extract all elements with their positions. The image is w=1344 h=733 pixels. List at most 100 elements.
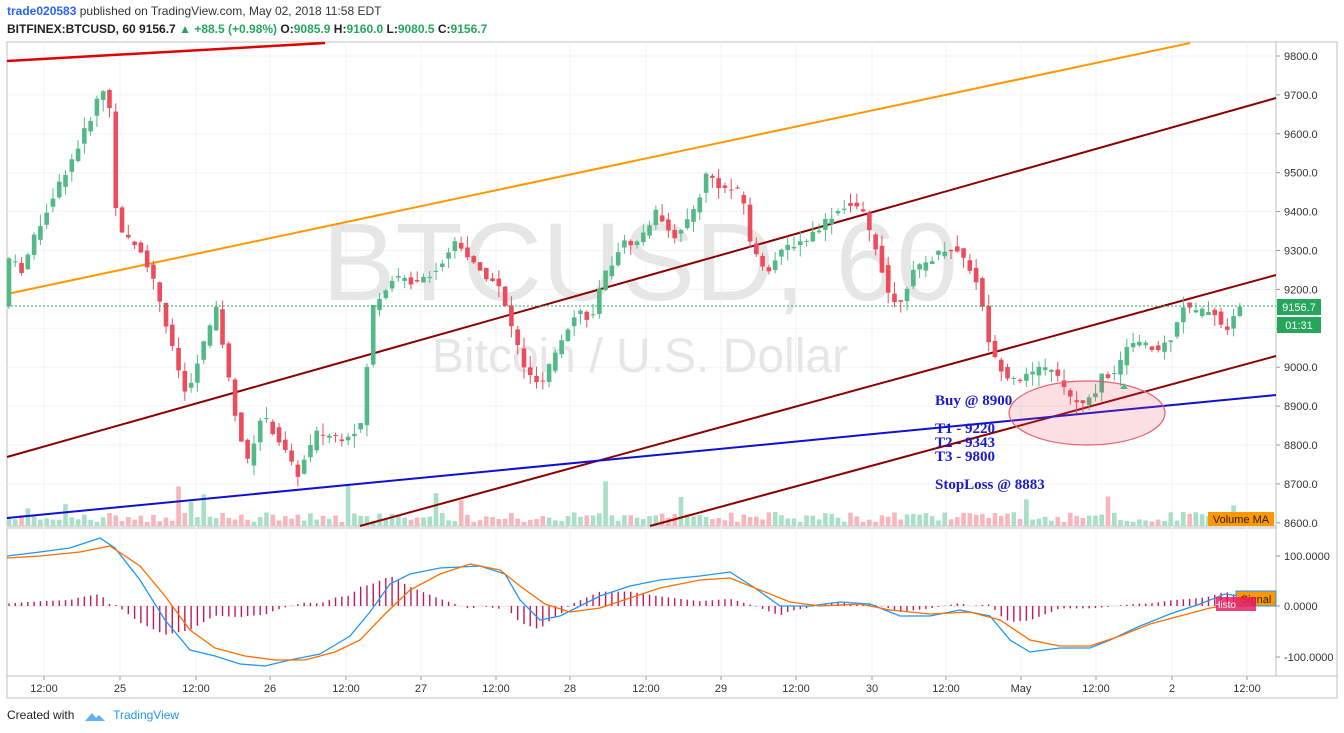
volume-bar (911, 513, 916, 526)
candle-body (691, 209, 696, 222)
candle-body (703, 173, 709, 193)
volume-bar (1086, 515, 1092, 526)
candle-body (659, 215, 665, 222)
candle-body (1231, 316, 1236, 329)
candle-body (998, 359, 1004, 372)
red-trendline[interactable] (6, 41, 326, 63)
candle-body (82, 128, 87, 144)
candle-body (94, 98, 100, 116)
blue-support-line[interactable] (6, 394, 1277, 519)
channel-middle-line[interactable] (359, 274, 1277, 527)
volume-bar (917, 514, 922, 526)
channel-upper-line[interactable] (6, 97, 1277, 458)
candle-body (421, 276, 426, 283)
volume-bar (854, 516, 860, 526)
price-chart[interactable]: BTCUSD, 60 Bitcoin / U.S. Dollar Buy @ 8… (0, 0, 1344, 700)
volume-bar (992, 513, 998, 526)
volume-bar (295, 514, 301, 526)
candle-body (892, 293, 897, 303)
time-tick-label: 12:00 (182, 683, 210, 695)
buy-zone-ellipse[interactable] (1008, 380, 1166, 446)
volume-bar (1093, 515, 1098, 526)
time-tick-label: 12:00 (1233, 683, 1261, 695)
time-tick-label: 25 (114, 683, 126, 695)
symbol-label: BITFINEX:BTCUSD, 60 (7, 22, 136, 36)
price-tick-label: 8800.0 (1284, 440, 1318, 452)
trendlines[interactable] (6, 41, 1277, 527)
candle-body (345, 436, 351, 441)
time-tick-label: 2 (1169, 683, 1175, 695)
oscillator-axis-ticks: 100.0000 0.0000 -100.0000 (1276, 551, 1334, 664)
volume-bar (188, 501, 194, 526)
candle-body (270, 421, 276, 435)
ohlc-line: BITFINEX:BTCUSD, 60 9156.7 ▲ +88.5 (+0.9… (7, 22, 487, 36)
candle-body (628, 240, 634, 246)
publish-line: trade020583 published on TradingView.com… (7, 4, 381, 18)
volume-bar (264, 512, 269, 526)
candle-body (873, 234, 878, 250)
volume-bar (1174, 520, 1180, 526)
candle-body (1237, 306, 1243, 317)
tradingview-link[interactable]: TradingView (113, 708, 180, 722)
volume-bar (703, 516, 709, 526)
channel-lower-line[interactable] (649, 355, 1277, 527)
time-tick-label: 26 (264, 683, 276, 695)
candle-body (377, 298, 382, 311)
candle-body (772, 260, 778, 271)
candle-body (697, 197, 703, 213)
volume-bar (320, 515, 326, 526)
candle-body (251, 443, 257, 466)
candle-body (797, 241, 803, 246)
candle-body (584, 311, 590, 320)
volume-bar (195, 516, 200, 526)
candle-body (779, 249, 784, 257)
candle-body (440, 263, 445, 267)
volume-bar (119, 521, 125, 526)
candle-body (597, 288, 602, 314)
candle-body (860, 209, 866, 212)
candle-body (50, 198, 56, 207)
time-tick-label: 12:00 (932, 683, 960, 695)
candle-body (728, 189, 734, 191)
osc-tick-label: 100.0000 (1284, 551, 1330, 563)
volume-bar (63, 504, 68, 526)
price-tick-label: 8900.0 (1284, 401, 1318, 413)
open-value: 9085.9 (293, 22, 331, 36)
candle-body (848, 203, 853, 206)
volume-bar (1024, 499, 1029, 526)
volume-bar (496, 518, 502, 526)
volume-bar (257, 517, 263, 526)
volume-bar (728, 512, 734, 526)
volume-bar (1162, 520, 1167, 526)
price-axis[interactable] (1275, 41, 1338, 677)
candles (6, 88, 1243, 487)
candle-body (471, 256, 477, 263)
price-tick-label: 9800.0 (1284, 51, 1318, 63)
candle-body (1099, 373, 1105, 393)
author-link[interactable]: trade020583 (7, 4, 77, 18)
volume-bar (176, 486, 181, 526)
volume-bar (239, 514, 244, 526)
tradingview-logo-icon[interactable] (84, 710, 106, 722)
change-arrow-icon: ▲ (179, 22, 191, 36)
orange-trendline[interactable] (6, 42, 1191, 295)
time-tick-label: 27 (415, 683, 427, 695)
candle-body (754, 243, 759, 255)
created-with-label: Created with (7, 708, 75, 722)
oscillator-pane[interactable] (6, 527, 1277, 677)
candle-body (867, 212, 872, 230)
candle-body (1093, 393, 1098, 398)
volume-bar (358, 515, 363, 526)
candle-body (477, 262, 483, 271)
time-axis[interactable] (6, 675, 1338, 699)
volume-bar (1068, 512, 1073, 526)
macd-line (6, 537, 1241, 667)
candle-body (678, 230, 684, 234)
candle-body (301, 459, 307, 474)
volume-bar (653, 515, 659, 526)
volume-bar (283, 516, 288, 526)
volume-bar (452, 521, 458, 526)
volume-bar (113, 515, 119, 526)
candle-body (308, 445, 313, 458)
volume-bar (88, 519, 93, 526)
